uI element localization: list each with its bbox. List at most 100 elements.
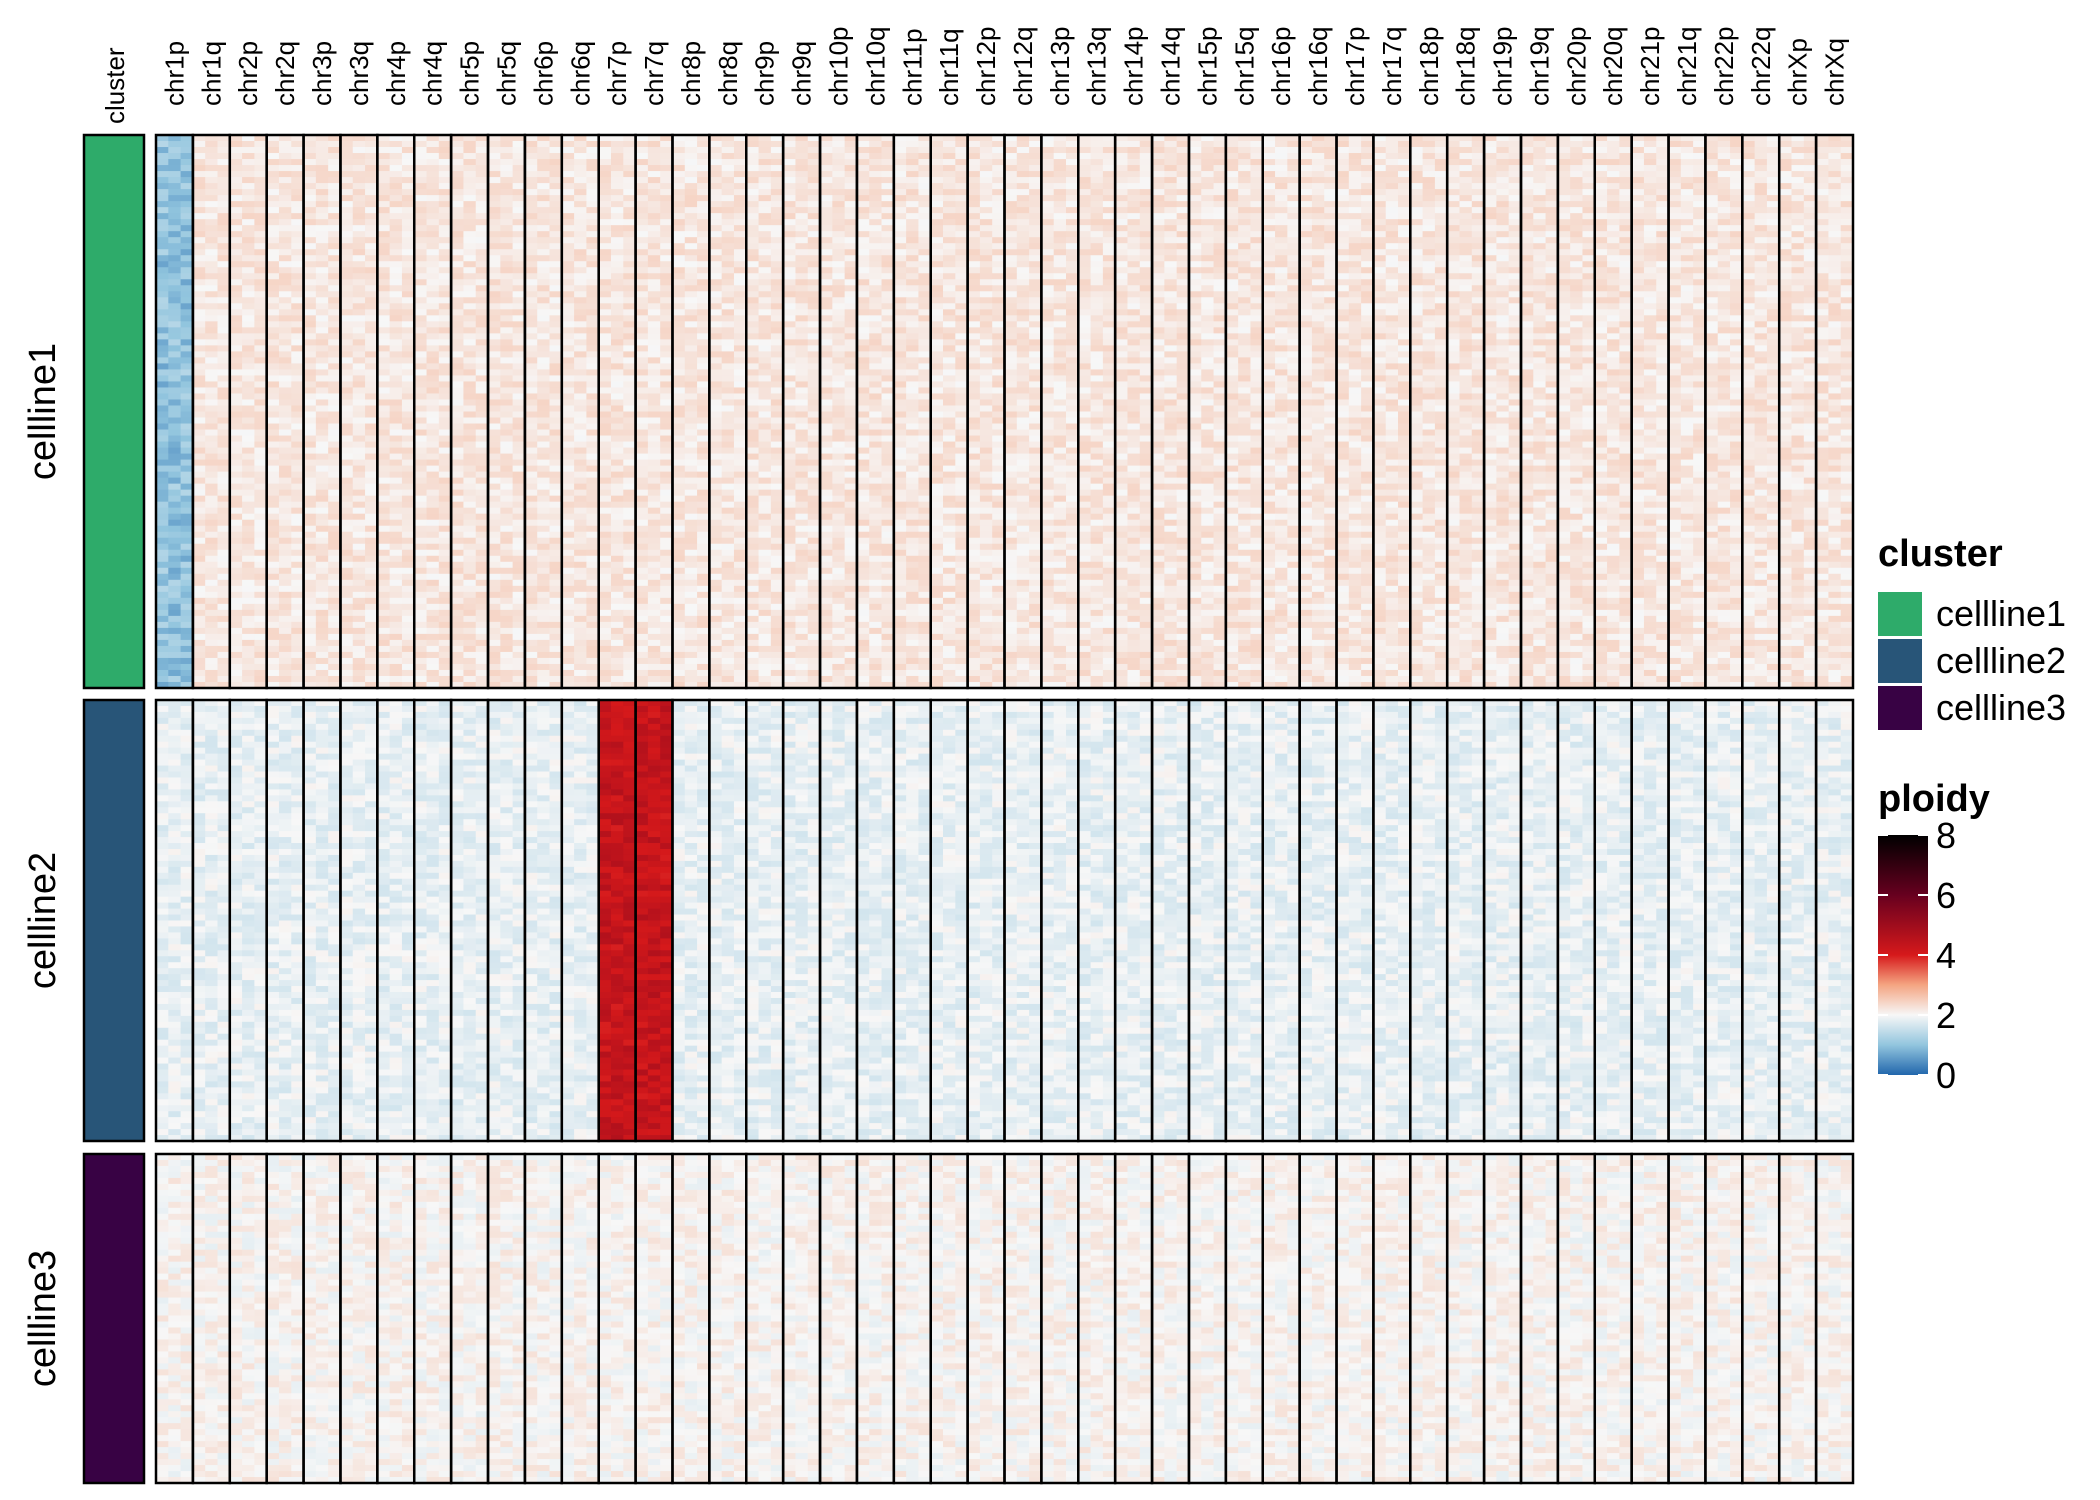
cell-column-cellline2-chr19q [1521,700,1558,1141]
cell-column-cellline3-chr15p [1189,1154,1226,1483]
cell-column-cellline1-chr12p [968,135,1005,688]
column-label-chr8p: chr8p [676,41,706,106]
cell-column-cellline3-chr2p [230,1154,267,1483]
cell-column-cellline1-chr3q [340,135,377,688]
column-label-chrXp: chrXp [1783,38,1813,106]
cluster-legend-label-cellline2: cellline2 [1936,640,2066,681]
cell-column-cellline3-chrXq [1816,1154,1853,1483]
cell-column-cellline1-chr7q [636,135,673,688]
cell-column-cellline2-chr14p [1115,700,1152,1141]
cell-column-cellline3-chr4q [414,1154,451,1483]
cell-column-cellline2-chr17p [1337,700,1374,1141]
cell-column-cellline2-chr10q [857,700,894,1141]
column-label-chr15q: chr15q [1229,27,1259,107]
cell-column-cellline3-chr17p [1337,1154,1374,1483]
cell-column-cellline2-chr10p [820,700,857,1141]
cluster-annotation-bar [84,135,144,1483]
cell-column-cellline2-chr21q [1669,700,1706,1141]
cell-column-cellline2-chr21p [1632,700,1669,1141]
cell-column-cellline2-chr12p [968,700,1005,1141]
cell-column-cellline3-chr20q [1595,1154,1632,1483]
cell-column-cellline3-chr7q [636,1154,673,1483]
cell-column-cellline3-chr9p [746,1154,783,1483]
column-label-chr11q: chr11q [934,28,964,106]
cell-column-cellline2-chr11p [894,700,931,1141]
column-label-chr3p: chr3p [307,41,337,106]
cluster-legend-swatch-cellline2 [1878,639,1922,683]
cell-column-cellline2-chr12q [1005,700,1042,1141]
cell-column-cellline3-chr19q [1521,1154,1558,1483]
cell-column-cellline1-chr3p [304,135,341,688]
cell-column-cellline3-chr12p [968,1154,1005,1483]
cluster-legend-title: cluster [1878,533,2003,575]
column-label-chr11p: chr11p [897,28,927,106]
column-label-chr20p: chr20p [1561,27,1591,107]
column-label-chr1p: chr1p [159,41,189,106]
cell-column-cellline2-chr19p [1484,700,1521,1141]
cell-column-cellline3-chr5p [451,1154,488,1483]
annotation-cellline2 [84,700,144,1141]
cell-column-cellline1-chr14q [1152,135,1189,688]
cell-column-cellline3-chr19p [1484,1154,1521,1483]
cell-column-cellline1-chr17p [1337,135,1374,688]
cell-column-cellline1-chr18p [1410,135,1447,688]
cell-column-cellline2-chr11q [931,700,968,1141]
column-label-chr20q: chr20q [1598,27,1628,107]
column-label-chrXq: chrXq [1820,38,1850,106]
column-label-chr16q: chr16q [1303,27,1333,107]
cell-column-cellline3-chr14q [1152,1154,1189,1483]
cell-column-cellline1-chr9p [746,135,783,688]
cluster-legend-swatch-cellline3 [1878,686,1922,730]
column-labels: chr1p chr1q chr2p chr2q chr3p chr3q chr4p chr4q… [159,27,1849,107]
cell-column-cellline2-chr3p [304,700,341,1141]
column-label-chr9q: chr9q [787,41,817,106]
cell-column-cellline2-chr7q [636,700,673,1141]
cell-column-cellline3-chr8q [709,1154,746,1483]
column-label-chr1q: chr1q [196,41,226,106]
cell-column-cellline3-chr7p [599,1154,636,1483]
cell-column-cellline2-chr2q [267,700,304,1141]
cell-column-cellline2-chr9q [783,700,820,1141]
cell-column-cellline1-chr22q [1742,135,1779,688]
ploidy-tick-label-8: 8 [1936,815,1956,856]
column-label-chr7p: chr7p [602,41,632,106]
cell-column-cellline1-chr13p [1041,135,1078,688]
cell-column-cellline3-chr10q [857,1154,894,1483]
cell-column-cellline2-chr4p [377,700,414,1141]
column-label-chr4p: chr4p [381,41,411,106]
column-label-chr14q: chr14q [1156,27,1186,107]
column-label-chr6q: chr6q [565,41,595,106]
cell-column-cellline3-chr5q [488,1154,525,1483]
cell-column-cellline3-chr16p [1263,1154,1300,1483]
cell-column-cellline2-chr20p [1558,700,1595,1141]
column-label-chr17p: chr17p [1340,27,1370,107]
cell-column-cellline1-chr16q [1300,135,1337,688]
cell-column-cellline2-chr1p [156,700,193,1141]
cell-column-cellline2-chr20q [1595,700,1632,1141]
cell-column-cellline3-chr1q [193,1154,230,1483]
cell-column-cellline1-chr8p [672,135,709,688]
cell-column-cellline3-chr11q [931,1154,968,1483]
cell-column-cellline2-chr2p [230,700,267,1141]
cell-column-cellline1-chr6p [525,135,562,688]
cell-column-cellline1-chr7p [599,135,636,688]
cell-column-cellline3-chr22q [1742,1154,1779,1483]
column-label-chr15p: chr15p [1192,27,1222,107]
column-label-chr10p: chr10p [824,27,854,107]
cell-column-cellline2-chr16q [1300,700,1337,1141]
cell-column-cellline1-chr15p [1189,135,1226,688]
cell-column-cellline3-chr22p [1705,1154,1742,1483]
cell-column-cellline2-chr8q [709,700,746,1141]
cell-column-cellline3-chr10p [820,1154,857,1483]
column-label-chr14p: chr14p [1119,27,1149,107]
cell-column-cellline1-chr16p [1263,135,1300,688]
cluster-legend-label-cellline1: cellline1 [1936,593,2066,634]
cell-column-cellline3-chr8p [672,1154,709,1483]
column-label-chr18q: chr18q [1451,27,1481,107]
cell-column-cellline2-chr16p [1263,700,1300,1141]
cell-column-cellline1-chr15q [1226,135,1263,688]
cell-column-cellline3-chr13q [1078,1154,1115,1483]
cell-column-cellline1-chr1q [193,135,230,688]
cell-column-cellline1-chr11q [931,135,968,688]
cell-column-cellline3-chr2q [267,1154,304,1483]
